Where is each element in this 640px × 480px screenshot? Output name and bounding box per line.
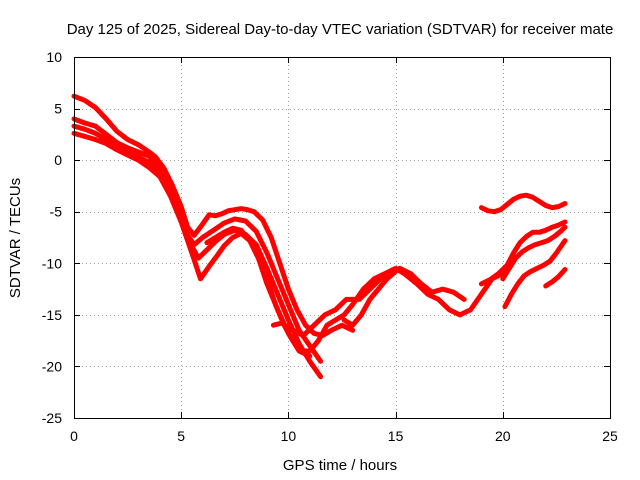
- series-line-track-1: [71, 93, 356, 338]
- y-tick-label: -5: [50, 204, 63, 220]
- x-axis-label: GPS time / hours: [283, 457, 397, 474]
- series-line-track-6: [270, 265, 467, 338]
- y-tick-label: -15: [42, 307, 62, 323]
- series-line-track-3: [71, 123, 324, 380]
- chart-title: Day 125 of 2025, Sidereal Day-to-day VTE…: [67, 21, 614, 38]
- series-line-track-11: [502, 238, 568, 310]
- y-axis-label: SDTVAR / TECUs: [7, 178, 24, 298]
- y-tick-label: -25: [42, 410, 62, 426]
- y-tick-label: 5: [54, 101, 62, 117]
- y-tick-label: -20: [42, 358, 62, 374]
- x-tick-label: 15: [388, 428, 404, 444]
- series-line-track-12: [543, 267, 568, 289]
- y-tick-label: 0: [54, 152, 62, 168]
- series-line-track-7: [341, 269, 399, 328]
- series-line-track-5: [204, 225, 514, 354]
- x-tick-label: 25: [602, 428, 618, 444]
- series-line-track-8: [478, 192, 568, 215]
- y-tick-label: -10: [42, 255, 62, 271]
- grid: [74, 57, 610, 418]
- data-series: [71, 93, 568, 380]
- series-line-track-10: [500, 224, 568, 282]
- x-tick-label: 5: [177, 428, 185, 444]
- x-tick-label: 0: [70, 428, 78, 444]
- x-tick-label: 10: [281, 428, 297, 444]
- y-tick-label: 10: [46, 49, 62, 65]
- x-tick-label: 20: [495, 428, 511, 444]
- series-line-track-2: [71, 116, 324, 364]
- series-line-track-9: [478, 219, 568, 287]
- plot-frame: [74, 57, 611, 419]
- axis-ticks: 0 5 10 15 20 25 -25 -20 -15 -10 -5 0 5 10: [42, 49, 618, 444]
